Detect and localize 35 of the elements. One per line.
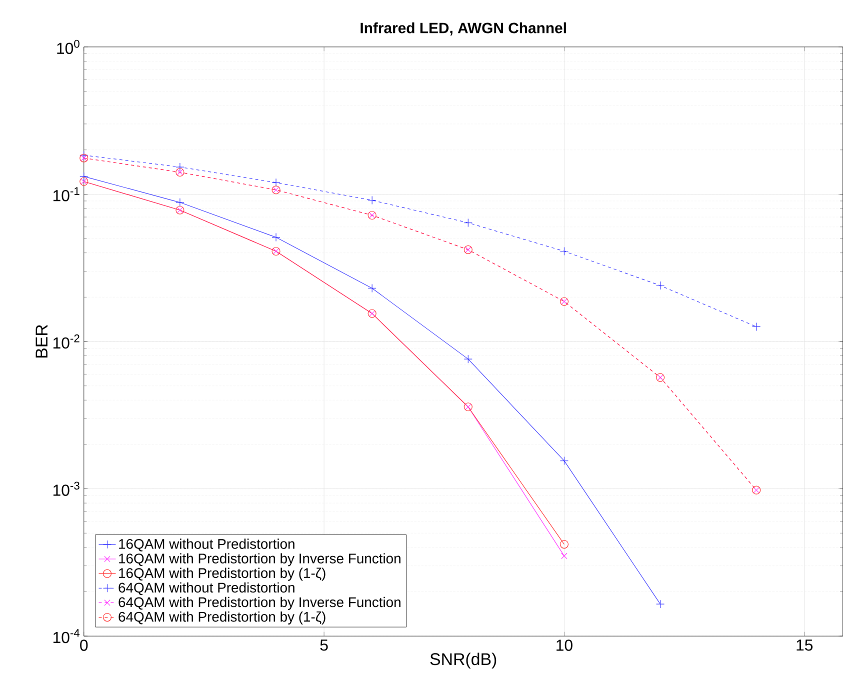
legend-label: 16QAM without Predistortion <box>119 538 294 552</box>
y-tick-label: 10$^{-2}$ <box>53 334 80 349</box>
point <box>464 218 472 228</box>
point <box>656 600 665 608</box>
legend-label: 64QAM without Predistortion <box>118 582 294 596</box>
point <box>176 198 184 207</box>
point <box>656 281 665 290</box>
y-tick-label: 10$^{-1}$ <box>53 187 80 202</box>
x-tick-label: 5 <box>320 640 328 651</box>
y-tick-label: 10$^{-4}$ <box>53 629 80 644</box>
point <box>464 354 472 364</box>
point <box>560 540 569 549</box>
point <box>560 246 569 256</box>
legend-label: 64QAM with Predistortion by Inverse Function <box>118 596 400 610</box>
x-tick-label: 0 <box>80 640 88 651</box>
x-axis-title: SNR(dB) <box>430 652 496 668</box>
point <box>368 196 376 205</box>
point <box>272 233 280 242</box>
x-tick-label: 10 <box>556 640 572 651</box>
legend-label: 64QAM with Predistortion by (1-ζ) <box>118 611 326 624</box>
point <box>272 178 280 187</box>
y-tick-label: 10$^{-3}$ <box>53 482 80 496</box>
point <box>560 456 569 466</box>
y-tick-label: 10$^{0}$ <box>57 40 80 54</box>
legend-label: 16QAM with Predistortion by Inverse Function <box>119 553 400 566</box>
point <box>752 322 761 332</box>
point <box>561 552 568 560</box>
x-tick-label: 15 <box>796 640 813 651</box>
point <box>80 172 88 181</box>
point <box>368 284 376 293</box>
legend-label: 16QAM with Predistortion by (1-ζ) <box>119 568 326 581</box>
y-axis-title: BER <box>36 324 48 358</box>
chart-title: Infrared LED, AWGN Channel <box>360 22 566 36</box>
point <box>80 150 88 160</box>
point <box>176 162 184 172</box>
